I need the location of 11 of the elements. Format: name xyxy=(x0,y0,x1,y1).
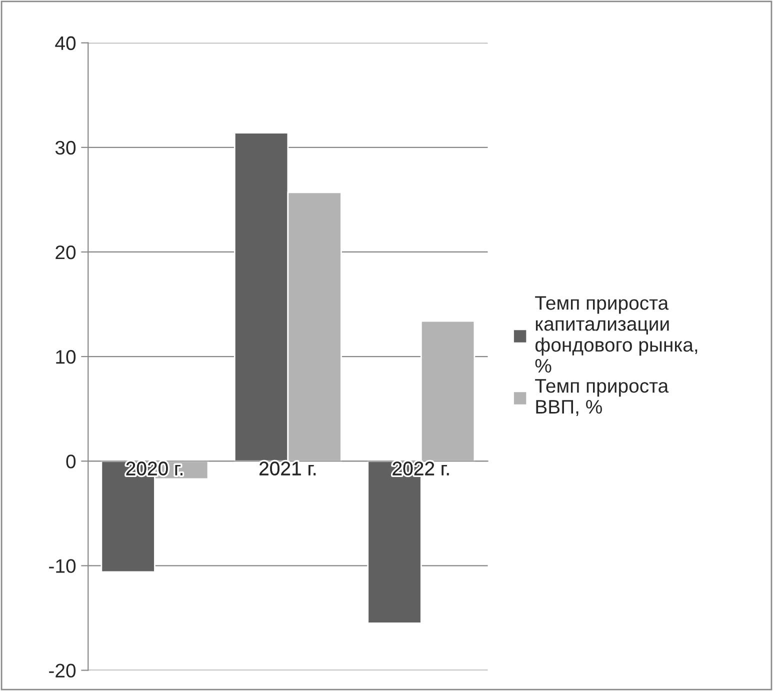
y-tick-label: -10 xyxy=(49,559,76,573)
y-tick-label: 40 xyxy=(55,36,76,50)
bar xyxy=(420,320,476,462)
y-tick-label: 0 xyxy=(66,454,76,468)
y-tick-label: -20 xyxy=(49,664,76,678)
y-tick-label: 30 xyxy=(55,140,76,155)
y-tick-label: 10 xyxy=(56,350,76,364)
y-tick-label: 20 xyxy=(56,245,76,260)
legend-label: Темп прироста ВВП, % xyxy=(535,379,669,416)
x-tick-label: 2021 г. xyxy=(260,462,316,476)
legend-label: Темп прироста капитализации фондового рынка, % xyxy=(535,296,698,373)
